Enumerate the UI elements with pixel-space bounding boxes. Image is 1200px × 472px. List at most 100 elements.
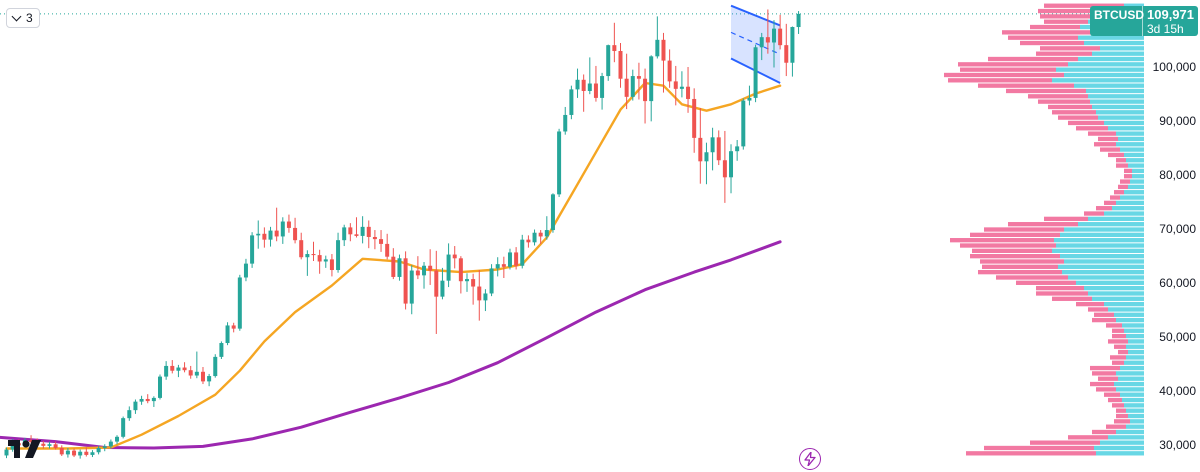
vp-bar-up bbox=[1116, 317, 1144, 323]
vp-bar-up bbox=[1132, 168, 1144, 174]
vp-bar-down bbox=[1112, 403, 1124, 408]
candle-body bbox=[630, 76, 635, 97]
candle-body bbox=[65, 450, 70, 455]
candle-body bbox=[188, 370, 193, 376]
vp-bar-down bbox=[1044, 19, 1088, 24]
vp-bar-down bbox=[1112, 360, 1124, 365]
vp-bar-up bbox=[1116, 429, 1144, 435]
layers-toggle-button[interactable]: 3 bbox=[6, 8, 40, 28]
vp-bar-down bbox=[1076, 301, 1104, 307]
candle-body bbox=[667, 60, 672, 82]
vp-bar-down bbox=[1108, 339, 1128, 344]
candle-body bbox=[532, 232, 537, 243]
y-tick-label: 40,000 bbox=[1159, 384, 1196, 398]
vp-bar-up bbox=[1078, 56, 1144, 62]
candle-body bbox=[409, 270, 414, 304]
candle-body bbox=[422, 265, 427, 276]
candle-body bbox=[274, 230, 279, 237]
candle-body bbox=[606, 45, 611, 77]
candle-body bbox=[501, 264, 506, 267]
vp-bar-up bbox=[1078, 35, 1144, 40]
candle-body bbox=[403, 258, 408, 304]
candle-body bbox=[741, 100, 746, 147]
vp-bar-down bbox=[1114, 344, 1126, 349]
candle-body bbox=[452, 254, 457, 259]
vp-bar-down bbox=[1092, 429, 1116, 435]
vp-bar-up bbox=[1126, 333, 1144, 339]
vp-bar-down bbox=[1098, 376, 1118, 381]
vp-bar-up bbox=[1120, 392, 1144, 397]
candle-body bbox=[317, 255, 322, 262]
vp-bar-down bbox=[1036, 51, 1092, 56]
volume-profile bbox=[944, 3, 1144, 456]
vp-bar-up bbox=[1060, 232, 1144, 238]
vp-bar-down bbox=[1124, 168, 1132, 174]
candle-body bbox=[299, 240, 304, 258]
candles bbox=[4, 9, 801, 459]
candle-body bbox=[127, 410, 132, 419]
candle-body bbox=[379, 239, 384, 244]
vp-bar-down bbox=[1118, 349, 1128, 355]
candle-body bbox=[673, 81, 678, 89]
vp-bar-up bbox=[1086, 88, 1144, 94]
vp-bar-down bbox=[1110, 355, 1126, 360]
vp-bar-up bbox=[1126, 355, 1144, 360]
vp-bar-down bbox=[1006, 88, 1086, 94]
vp-bar-down bbox=[960, 67, 1056, 72]
vp-bar-down bbox=[1092, 317, 1116, 323]
vp-bar-up bbox=[1056, 243, 1144, 248]
candle-body bbox=[354, 234, 359, 236]
vp-bar-down bbox=[1088, 307, 1108, 312]
vp-bar-up bbox=[1122, 397, 1144, 403]
vp-bar-down bbox=[1038, 99, 1090, 104]
vp-bar-up bbox=[1092, 51, 1144, 56]
y-tick-label: 80,000 bbox=[1159, 168, 1196, 182]
vp-bar-down bbox=[1108, 397, 1122, 403]
vp-bar-up bbox=[1058, 264, 1144, 269]
candle-body bbox=[329, 259, 334, 271]
y-tick-label: 50,000 bbox=[1159, 330, 1196, 344]
candle-body bbox=[256, 233, 261, 236]
vp-bar-up bbox=[1076, 280, 1144, 285]
candle-body bbox=[151, 397, 156, 402]
vp-bar-up bbox=[1124, 360, 1144, 365]
vp-bar-up bbox=[1092, 296, 1144, 301]
candle-body bbox=[342, 227, 347, 241]
vp-bar-down bbox=[1016, 280, 1076, 285]
chevron-down-icon bbox=[11, 11, 22, 21]
vp-bar-up bbox=[1116, 371, 1144, 376]
candle-body bbox=[477, 286, 482, 301]
vp-bar-up bbox=[1124, 3, 1144, 8]
channel-upper-line bbox=[730, 4, 781, 27]
candle-body bbox=[434, 270, 439, 297]
vp-bar-down bbox=[948, 78, 1052, 83]
candle-body bbox=[618, 51, 623, 79]
vp-bar-down bbox=[1116, 408, 1126, 413]
candle-body bbox=[108, 441, 113, 447]
vp-bar-up bbox=[1068, 275, 1144, 280]
candle-body bbox=[649, 56, 654, 102]
vp-bar-down bbox=[982, 264, 1058, 269]
ma-slow-path bbox=[0, 240, 782, 450]
candle-body bbox=[471, 279, 476, 287]
vp-bar-down bbox=[970, 254, 1060, 259]
candle-body bbox=[710, 137, 715, 153]
candle-body bbox=[446, 254, 451, 281]
vp-bar-down bbox=[1088, 131, 1116, 136]
vp-bar-down bbox=[1038, 8, 1108, 14]
alert-bolt-button[interactable] bbox=[799, 448, 821, 470]
vp-bar-up bbox=[1126, 424, 1144, 429]
candle-body bbox=[250, 235, 255, 264]
vp-bar-down bbox=[1114, 419, 1130, 424]
vp-bar-up bbox=[1124, 152, 1144, 158]
vp-bar-down bbox=[1114, 190, 1124, 195]
tradingview-logo[interactable] bbox=[8, 436, 44, 462]
candle-body bbox=[213, 356, 218, 377]
vp-bar-up bbox=[1130, 419, 1144, 424]
candle-body bbox=[722, 160, 727, 178]
vp-bar-down bbox=[984, 227, 1064, 232]
candle-body bbox=[729, 151, 734, 178]
vp-bar-down bbox=[1100, 147, 1120, 152]
vp-bar-up bbox=[1060, 254, 1144, 259]
